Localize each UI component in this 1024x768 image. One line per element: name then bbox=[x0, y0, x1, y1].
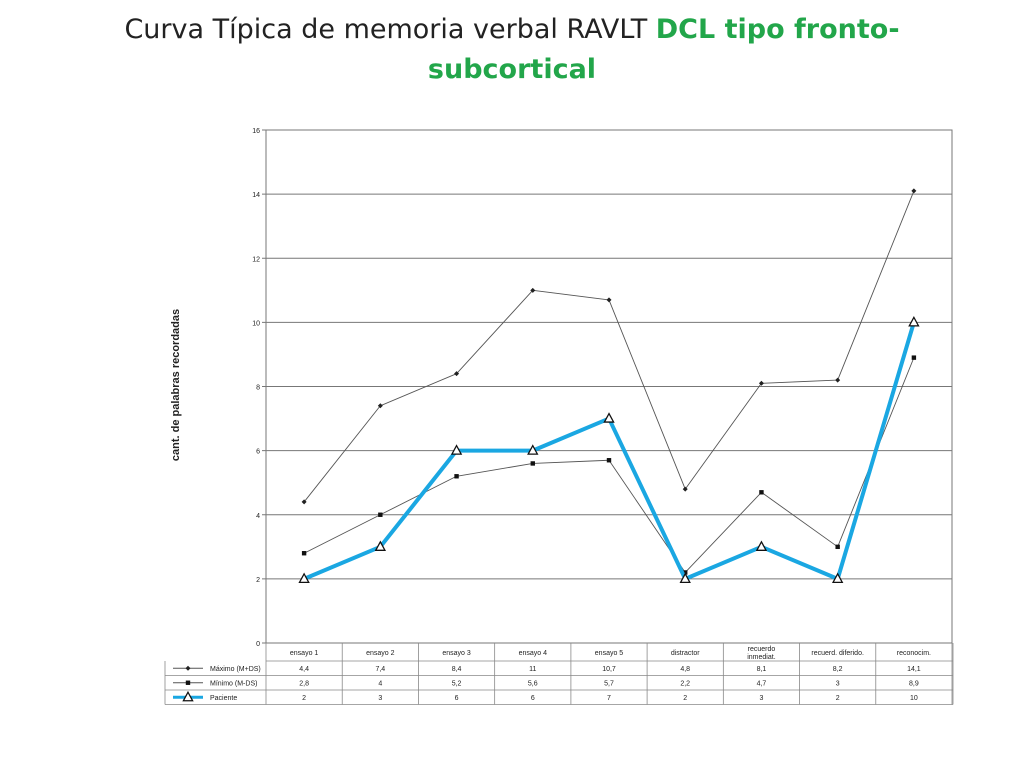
data-label: 10,7 bbox=[602, 666, 616, 673]
data-point bbox=[527, 444, 539, 455]
data-point bbox=[298, 572, 310, 584]
legend-key-marker bbox=[185, 665, 191, 671]
slide-title-line-1: Curva Típica de memoria verbal RAVLT DCL… bbox=[0, 10, 1024, 50]
data-label: 4,7 bbox=[757, 680, 767, 687]
data-label: 6 bbox=[455, 695, 459, 702]
data-label: 3 bbox=[378, 695, 382, 702]
slide-title-line-2: subcortical bbox=[0, 50, 1024, 90]
data-point bbox=[530, 461, 535, 466]
x-category-label: ensayo 3 bbox=[442, 650, 471, 657]
data-point bbox=[450, 444, 463, 455]
data-label: 7 bbox=[607, 695, 611, 702]
y-tick-label: 16 bbox=[252, 128, 260, 135]
data-point bbox=[758, 380, 764, 386]
data-label: 8,9 bbox=[909, 680, 919, 687]
data-point bbox=[759, 490, 764, 495]
legend-key-marker bbox=[185, 680, 191, 685]
x-category-label: reconocim. bbox=[897, 650, 931, 657]
data-point bbox=[377, 403, 383, 409]
data-label: 2 bbox=[836, 695, 840, 702]
data-label: 14,1 bbox=[907, 666, 921, 673]
data-point bbox=[683, 570, 688, 575]
slide-title: Curva Típica de memoria verbal RAVLT DCL… bbox=[0, 10, 1024, 90]
y-axis: 0 2 4 6 8 10 12 14 16 bbox=[252, 128, 266, 648]
data-label: 2 bbox=[302, 695, 306, 702]
series-line-1 bbox=[303, 357, 915, 573]
y-tick-label: 4 bbox=[256, 513, 260, 520]
gridlines bbox=[265, 129, 953, 644]
data-label: 5,6 bbox=[528, 680, 538, 687]
data-label: 8,2 bbox=[833, 666, 843, 673]
data-point bbox=[301, 551, 307, 556]
x-category-label: recuerd. diferido. bbox=[811, 650, 864, 657]
data-label: 3 bbox=[836, 680, 840, 687]
data-point bbox=[835, 377, 841, 383]
slide-title-main: Curva Típica de memoria verbal RAVLT bbox=[124, 14, 656, 45]
data-label: 7,4 bbox=[375, 666, 385, 673]
y-tick-label: 6 bbox=[256, 449, 260, 456]
x-category-label: inmediat. bbox=[747, 654, 775, 661]
y-tick-label: 0 bbox=[256, 641, 260, 648]
data-label: 6 bbox=[531, 695, 535, 702]
data-point bbox=[682, 486, 688, 492]
legend-entry: Mínimo (M-DS) bbox=[210, 680, 257, 687]
y-tick-label: 12 bbox=[252, 256, 260, 263]
data-point bbox=[679, 572, 691, 584]
data-label: 4,8 bbox=[680, 666, 690, 673]
slide-title-accent-line-2: subcortical bbox=[427, 54, 597, 85]
data-table: ensayo 1 ensayo 2 ensayo 3 ensayo 4 ensayo 5… bbox=[164, 643, 954, 705]
data-label: 8,4 bbox=[452, 666, 462, 673]
x-category-label: distractor bbox=[671, 650, 700, 657]
data-point bbox=[374, 540, 387, 551]
y-axis-label: cant. de palabras recordadas bbox=[170, 309, 182, 461]
data-point bbox=[911, 188, 917, 194]
data-point bbox=[908, 316, 920, 327]
data-label: 8,1 bbox=[757, 666, 767, 673]
data-point bbox=[755, 540, 768, 551]
x-category-label: ensayo 2 bbox=[366, 650, 395, 657]
x-category-label: ensayo 1 bbox=[290, 650, 319, 657]
series-lines bbox=[298, 188, 920, 584]
data-point bbox=[530, 287, 536, 293]
data-label: 5,7 bbox=[604, 680, 614, 687]
data-point bbox=[911, 355, 917, 360]
legend-entry: Paciente bbox=[210, 695, 237, 702]
y-tick-label: 8 bbox=[256, 385, 260, 392]
data-point bbox=[301, 499, 307, 505]
data-point bbox=[606, 458, 612, 463]
data-label: 4 bbox=[378, 680, 382, 687]
data-point bbox=[454, 371, 460, 377]
data-label: 5,2 bbox=[452, 680, 462, 687]
y-tick-label: 14 bbox=[252, 192, 260, 199]
series-line-0 bbox=[303, 190, 915, 503]
x-category-label: ensayo 4 bbox=[519, 650, 548, 657]
x-category-label: recuerdo bbox=[748, 646, 776, 653]
legend-key-marker bbox=[182, 690, 194, 702]
data-label: 3 bbox=[759, 695, 763, 702]
data-point bbox=[603, 412, 615, 423]
data-label: 2,2 bbox=[680, 680, 690, 687]
legend-entry: Máximo (M+DS) bbox=[210, 666, 261, 673]
data-point bbox=[606, 297, 612, 303]
data-label: 4,4 bbox=[299, 666, 309, 673]
y-tick-label: 2 bbox=[256, 577, 260, 584]
data-point bbox=[454, 474, 459, 479]
data-point bbox=[835, 544, 840, 550]
y-tick-label: 10 bbox=[252, 320, 260, 327]
data-label: 2 bbox=[683, 695, 687, 702]
data-point bbox=[378, 512, 383, 517]
data-label: 11 bbox=[529, 666, 536, 673]
data-label: 2,8 bbox=[299, 680, 309, 687]
data-label: 10 bbox=[910, 695, 918, 702]
data-point bbox=[831, 572, 844, 584]
x-category-label: ensayo 5 bbox=[595, 650, 624, 657]
slide-title-accent: DCL tipo fronto- bbox=[655, 14, 900, 45]
